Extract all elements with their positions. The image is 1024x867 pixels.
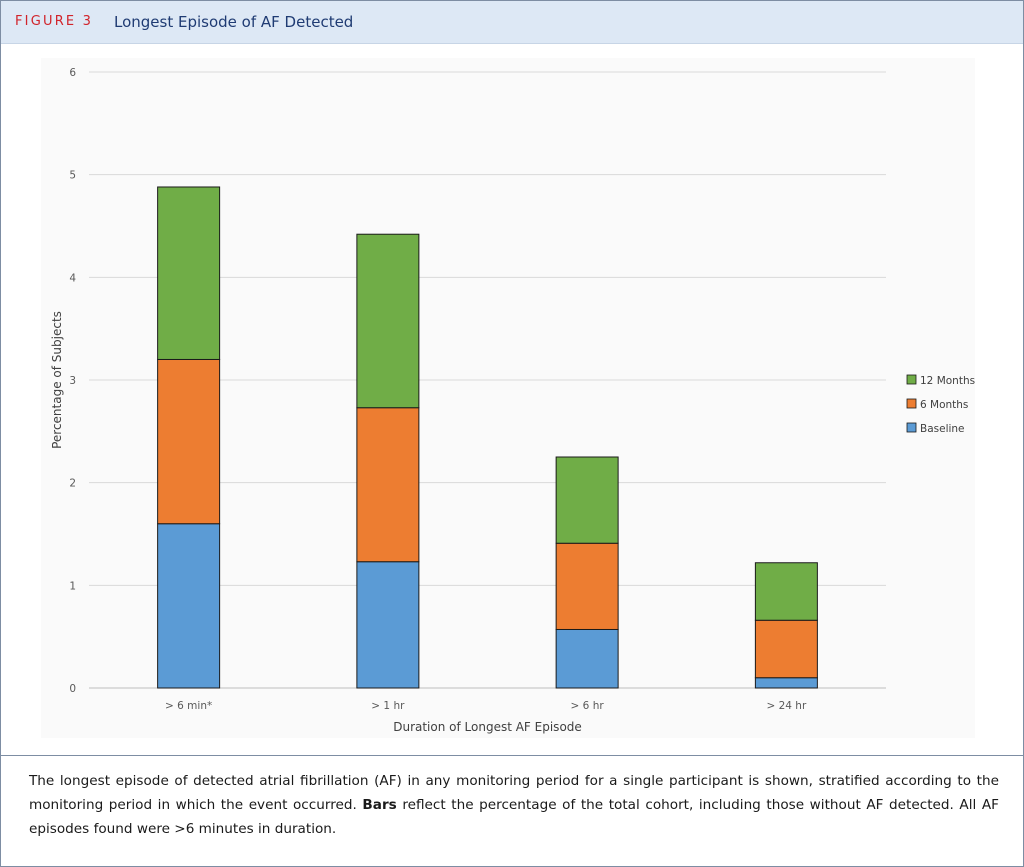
legend-swatch xyxy=(906,374,917,385)
figure-title: Longest Episode of AF Detected xyxy=(114,13,354,31)
bar-segment xyxy=(754,677,818,689)
bar-segment xyxy=(555,456,619,544)
y-tick-label: 6 xyxy=(69,67,76,79)
caption-divider xyxy=(1,755,1023,756)
caption-text-2: reflect the percentage of the total coho… xyxy=(29,797,999,837)
bar-segment xyxy=(157,186,221,360)
bar-segment xyxy=(356,561,420,689)
caption-bold: Bars xyxy=(362,797,397,813)
y-tick-label: 4 xyxy=(69,272,76,284)
y-axis-label: Percentage of Subjects xyxy=(50,311,64,449)
figure-header: FIGURE 3 Longest Episode of AF Detected xyxy=(1,1,1023,44)
y-tick-label: 3 xyxy=(69,375,76,387)
legend-label: 6 Months xyxy=(920,399,968,411)
y-tick-label: 0 xyxy=(69,683,76,695)
y-tick-label: 1 xyxy=(69,580,76,592)
legend-label: 12 Months xyxy=(920,375,975,387)
bar-segment xyxy=(356,233,420,409)
x-tick-label: > 24 hr xyxy=(766,700,806,712)
x-tick-label: > 1 hr xyxy=(371,700,405,712)
bar-segment xyxy=(555,628,619,689)
legend-swatch xyxy=(906,422,917,433)
x-tick-label: > 6 min* xyxy=(165,700,212,712)
figure-caption: The longest episode of detected atrial f… xyxy=(29,769,999,841)
x-axis-label: Duration of Longest AF Episode xyxy=(393,720,582,734)
caption-text-1: The longest episode of detected atrial f… xyxy=(29,773,999,813)
bar-segment xyxy=(754,619,818,679)
bar-segment xyxy=(555,542,619,630)
stacked-bar-chart: 0 1 2 3 4 5 6 > 6 min* > 1 hr > 6 hr > 24 hr Durati… xyxy=(50,67,975,734)
legend-swatch xyxy=(906,398,917,409)
figure-label: FIGURE 3 xyxy=(15,14,94,29)
x-tick-label: > 6 hr xyxy=(571,700,605,712)
bar-segment xyxy=(157,358,221,525)
bar-segment xyxy=(356,407,420,563)
y-tick-label: 5 xyxy=(69,170,76,182)
y-tick-label: 2 xyxy=(69,478,76,490)
bar-segment xyxy=(754,562,818,621)
bar-segment xyxy=(157,523,221,689)
legend-label: Baseline xyxy=(920,423,965,435)
